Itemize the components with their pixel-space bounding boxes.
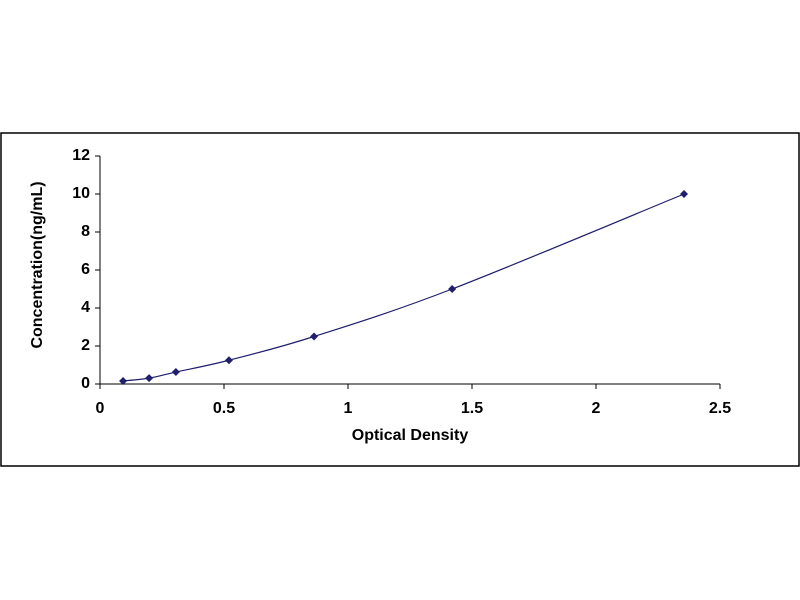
trend-line bbox=[122, 193, 685, 382]
x-tick-label: 1.5 bbox=[461, 400, 483, 417]
data-point bbox=[171, 368, 180, 377]
y-axis-label: Concentration(ng/mL) bbox=[29, 181, 46, 348]
y-tick-label: 8 bbox=[81, 223, 90, 240]
data-point bbox=[145, 374, 154, 383]
data-point bbox=[310, 332, 319, 341]
y-tick-label: 0 bbox=[81, 375, 90, 392]
y-tick-label: 6 bbox=[81, 261, 90, 278]
data-point bbox=[680, 190, 689, 198]
y-tick-label: 2 bbox=[81, 337, 90, 354]
x-tick-label: 2.5 bbox=[709, 400, 731, 417]
data-point bbox=[448, 285, 457, 293]
y-tick-label: 12 bbox=[72, 147, 90, 164]
x-axis-label: Optical Density bbox=[352, 427, 469, 444]
x-tick-label: 0.5 bbox=[213, 400, 235, 417]
y-tick-label: 10 bbox=[72, 185, 90, 202]
chart-frame bbox=[0, 132, 800, 467]
x-tick-label: 1 bbox=[344, 400, 353, 417]
x-tick-label: 0 bbox=[96, 400, 105, 417]
data-point bbox=[224, 356, 233, 365]
y-tick-label: 4 bbox=[81, 299, 90, 316]
x-tick-label: 2 bbox=[592, 400, 601, 417]
data-point bbox=[119, 376, 128, 385]
